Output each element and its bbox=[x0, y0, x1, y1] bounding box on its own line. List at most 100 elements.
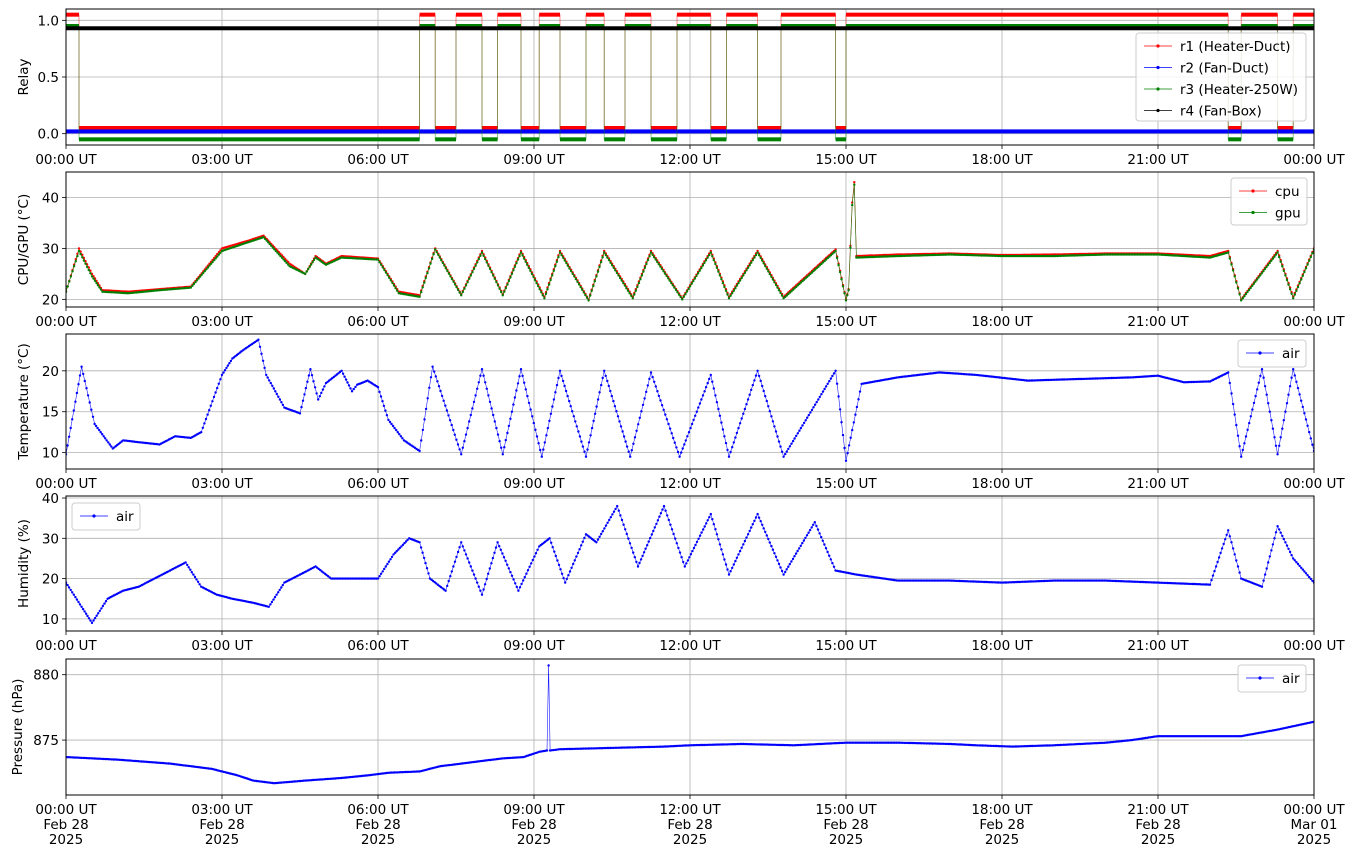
data-point bbox=[840, 421, 843, 424]
legend: air bbox=[71, 502, 141, 531]
legend-label: cpu bbox=[1275, 184, 1300, 200]
data-point bbox=[650, 533, 653, 536]
series-markers-r1 bbox=[66, 12, 1314, 130]
data-point bbox=[1247, 288, 1251, 292]
data-point bbox=[768, 541, 771, 544]
data-point bbox=[493, 277, 496, 280]
data-point bbox=[209, 262, 213, 265]
relay-state-bar bbox=[1228, 126, 1242, 130]
data-point bbox=[521, 374, 524, 378]
data-point bbox=[809, 411, 812, 414]
data-point bbox=[1243, 442, 1246, 445]
data-point bbox=[673, 286, 676, 289]
data-point bbox=[687, 431, 691, 434]
data-point bbox=[193, 575, 197, 579]
x-tick-label: 12:00 UT bbox=[659, 314, 721, 330]
data-point bbox=[85, 265, 89, 269]
data-point bbox=[673, 441, 676, 444]
data-point bbox=[625, 287, 628, 290]
relay-state-bar bbox=[726, 24, 758, 28]
data-point bbox=[726, 568, 729, 571]
data-point bbox=[309, 368, 312, 371]
data-point bbox=[429, 262, 432, 265]
data-point bbox=[704, 386, 708, 389]
data-point bbox=[206, 266, 210, 269]
data-point bbox=[531, 558, 534, 562]
data-point bbox=[576, 551, 580, 555]
data-point bbox=[1225, 533, 1228, 536]
data-point bbox=[743, 271, 747, 275]
data-point bbox=[74, 595, 77, 599]
relay-state-bar bbox=[677, 24, 711, 28]
data-point bbox=[1309, 255, 1313, 259]
data-point bbox=[487, 572, 490, 575]
data-point bbox=[522, 257, 526, 260]
data-point bbox=[200, 273, 203, 276]
data-point bbox=[352, 387, 355, 391]
data-point bbox=[1309, 577, 1313, 581]
relay-state-bar bbox=[482, 137, 498, 142]
data-point bbox=[187, 566, 190, 569]
data-point bbox=[651, 375, 654, 379]
data-point bbox=[801, 541, 804, 545]
data-point bbox=[504, 287, 507, 290]
x-tick-label: 2025 bbox=[49, 832, 83, 848]
data-point bbox=[654, 258, 657, 261]
data-point bbox=[595, 275, 598, 278]
data-point bbox=[261, 359, 265, 362]
data-point bbox=[1227, 371, 1230, 374]
data-point bbox=[1306, 424, 1309, 427]
data-point bbox=[1254, 394, 1257, 398]
x-tick-label: Feb 28 bbox=[355, 817, 400, 833]
data-point bbox=[570, 566, 573, 569]
data-point bbox=[807, 413, 810, 417]
data-point bbox=[460, 294, 463, 297]
data-point bbox=[463, 549, 466, 552]
data-point bbox=[272, 598, 275, 601]
data-point bbox=[381, 266, 384, 269]
data-point bbox=[456, 288, 460, 292]
data-point bbox=[67, 435, 71, 438]
data-point bbox=[785, 568, 788, 571]
legend-label: gpu bbox=[1275, 206, 1301, 222]
data-point bbox=[263, 237, 267, 241]
data-point bbox=[724, 563, 728, 566]
data-point bbox=[844, 459, 848, 462]
data-point bbox=[277, 395, 280, 398]
data-point bbox=[645, 262, 648, 266]
x-tick-label: 06:00 UT bbox=[347, 638, 409, 654]
data-point bbox=[571, 272, 574, 275]
data-point bbox=[757, 374, 761, 378]
legend-frame bbox=[71, 502, 141, 531]
data-point bbox=[74, 260, 78, 263]
data-point bbox=[1278, 255, 1281, 259]
data-point bbox=[189, 568, 192, 571]
data-point bbox=[798, 429, 801, 432]
data-point bbox=[796, 432, 799, 435]
data-point bbox=[641, 403, 645, 407]
data-point bbox=[1267, 402, 1270, 405]
data-point bbox=[466, 426, 469, 430]
data-point bbox=[1210, 578, 1213, 582]
data-point bbox=[583, 536, 586, 540]
data-point bbox=[298, 412, 302, 415]
data-point bbox=[273, 248, 276, 251]
data-point bbox=[1249, 415, 1253, 418]
data-point bbox=[1308, 575, 1311, 579]
data-point bbox=[83, 610, 86, 613]
data-point bbox=[496, 433, 500, 436]
data-point bbox=[77, 247, 81, 250]
data-point bbox=[461, 290, 464, 294]
data-point bbox=[449, 275, 452, 278]
data-point bbox=[273, 595, 277, 599]
data-point bbox=[770, 544, 773, 548]
data-point bbox=[785, 294, 788, 297]
data-point bbox=[87, 617, 91, 620]
data-point bbox=[765, 267, 768, 270]
data-point bbox=[798, 282, 801, 286]
data-point bbox=[418, 295, 421, 298]
x-tick-label: 09:00 UT bbox=[503, 476, 565, 492]
data-point bbox=[704, 259, 708, 262]
data-point bbox=[1271, 427, 1275, 430]
data-point bbox=[435, 250, 438, 254]
